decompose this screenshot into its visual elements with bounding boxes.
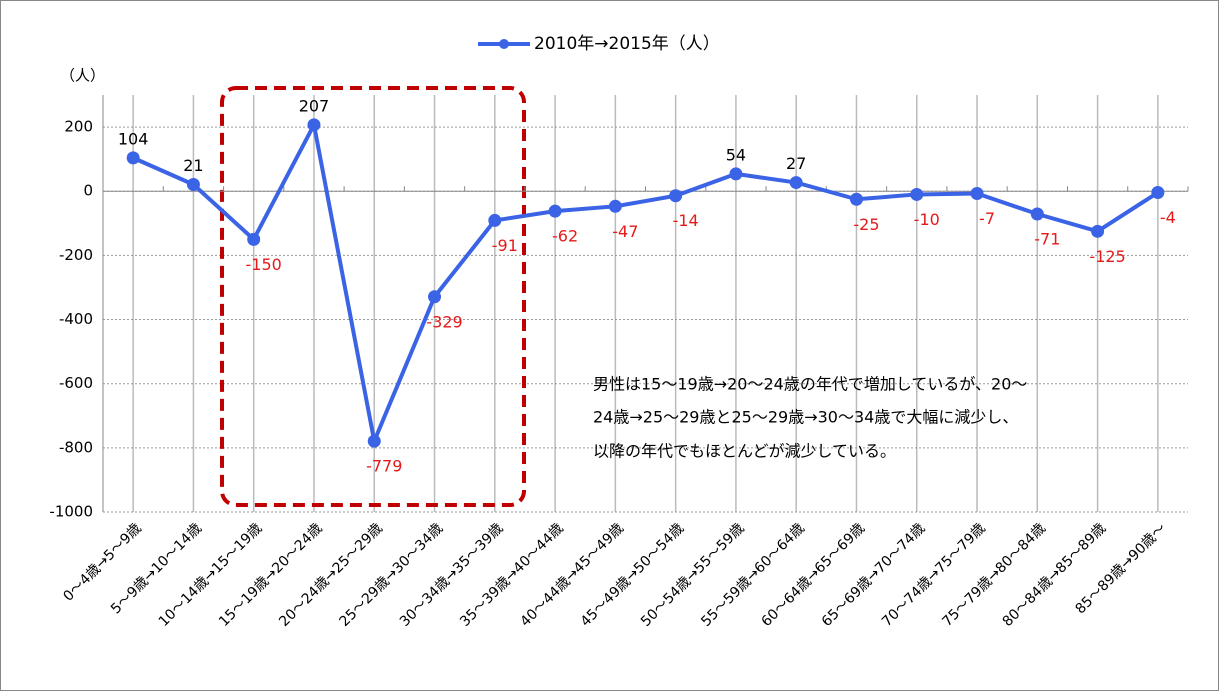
data-label: -47 (612, 222, 638, 241)
data-label: -14 (673, 211, 699, 230)
data-label: -25 (853, 215, 879, 234)
annotation: 男性は15～19歳→20～24歳の年代で増加しているが、20～ (593, 375, 1027, 394)
y-tick-label: -1000 (49, 503, 93, 521)
data-point (1030, 207, 1044, 221)
data-label: -10 (914, 210, 940, 229)
data-point (669, 189, 683, 203)
legend-marker (499, 39, 509, 49)
data-label: -91 (492, 236, 518, 255)
data-point (970, 186, 984, 200)
data-label: -329 (426, 312, 462, 331)
annotation: 24歳→25～29歳と25～29歳→30～34歳で大幅に減少し、 (593, 408, 1018, 427)
y-tick-label: 0 (83, 182, 93, 200)
y-tick-label: -600 (59, 374, 93, 392)
data-point (307, 118, 321, 132)
data-point (428, 290, 442, 304)
data-label: -150 (246, 255, 282, 274)
data-label: -71 (1034, 230, 1060, 249)
data-label: -62 (552, 227, 578, 246)
y-axis-label: （人） (60, 67, 105, 85)
data-point (1091, 224, 1105, 238)
highlight-box (220, 86, 526, 507)
data-point (849, 192, 863, 206)
data-point (1151, 186, 1165, 200)
data-point (367, 434, 381, 448)
y-tick-label: -800 (59, 438, 93, 456)
data-point (910, 187, 924, 201)
data-label: 27 (786, 154, 806, 173)
data-point (548, 204, 562, 218)
data-point (729, 167, 743, 181)
data-point (247, 232, 261, 246)
data-point (126, 151, 140, 165)
data-point (186, 177, 200, 191)
data-label: 21 (183, 156, 203, 175)
series-line (132, 122, 1159, 444)
data-label: -7 (979, 209, 995, 228)
data-label: -125 (1089, 247, 1125, 266)
data-point (789, 176, 803, 190)
data-point (608, 199, 622, 213)
y-tick-label: -400 (59, 310, 93, 328)
data-label: 207 (299, 96, 330, 115)
data-point (488, 213, 502, 227)
data-label: -4 (1160, 208, 1176, 227)
data-label: -779 (366, 457, 402, 476)
y-tick-label: -200 (59, 246, 93, 264)
annotation: 以降の年代でもほとんどが減少している。 (593, 442, 896, 461)
data-label: 104 (118, 129, 149, 148)
legend-label: 2010年→2015年（人） (534, 34, 720, 54)
y-tick-label: 200 (64, 118, 93, 136)
data-label: 54 (726, 145, 746, 164)
